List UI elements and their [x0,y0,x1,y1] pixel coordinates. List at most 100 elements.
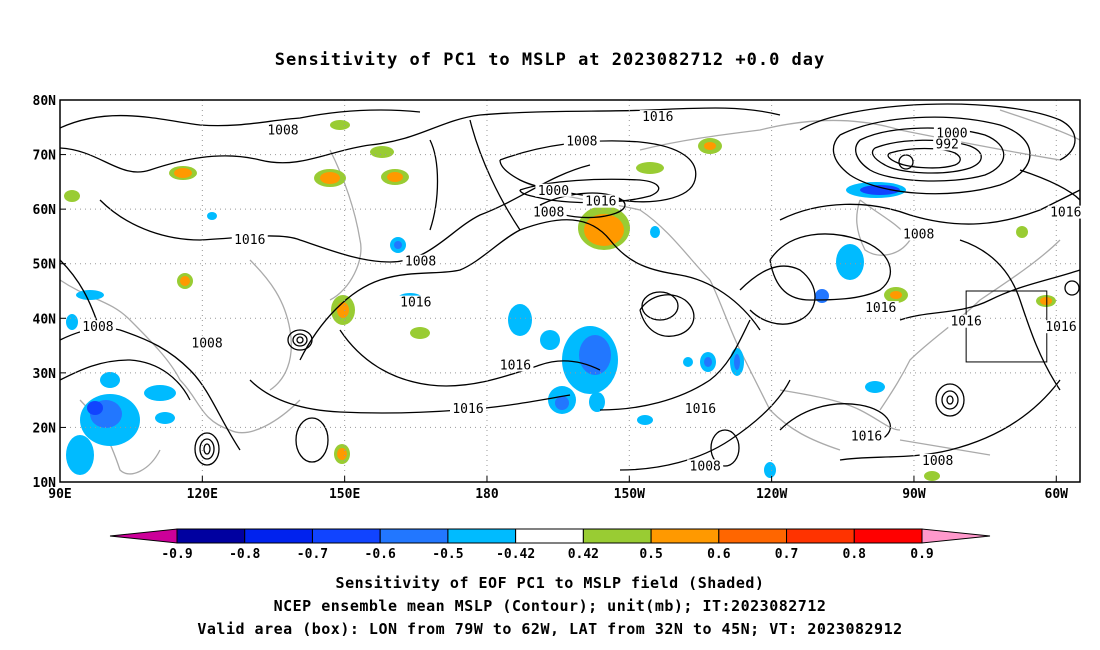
contour-line [539,192,626,219]
contour-label: 1008 [191,337,222,352]
colorbar-label: -0.42 [496,547,535,562]
shade-patch [683,357,693,367]
contour-label: 1016 [400,296,431,311]
contour-line [619,379,791,471]
contour-label-bg [582,194,619,208]
coast-canada-arctic [639,119,1061,161]
contour-label-bg [79,320,116,334]
shade-patch [66,314,78,330]
contour-line [641,291,679,321]
contour-label-bg [862,301,899,315]
colorbar-label: -0.7 [297,547,328,562]
contour-label: 992 [935,137,958,152]
contour-line [710,429,740,467]
contour-line [1064,280,1080,296]
colorbar-swatch [582,528,652,544]
shade-patch [860,185,900,195]
contour-label-bg [563,134,600,148]
shade-patch [589,392,605,412]
x-tick-label: 120W [756,487,787,502]
y-tick-label: 10N [33,476,57,491]
colorbar-label: 0.8 [843,547,867,562]
contour-label-bg [264,123,301,137]
shade-patch [508,304,532,336]
contour-line [899,269,1081,321]
contour-line [59,359,191,401]
contour-label: 1016 [865,301,896,316]
x-tick-label: 90E [48,487,71,502]
colorbar-label: -0.9 [161,547,192,562]
contour-label-bg [933,126,970,140]
shade-patch [540,330,560,350]
contour-label: 1016 [500,358,531,373]
contour-label: 1016 [1050,206,1081,221]
contour-label-bg [535,183,572,197]
shade-patch [1040,297,1052,305]
contour-line [287,329,313,351]
shade-patch [207,212,217,220]
contour-label: 1016 [234,233,265,248]
shade-patch [387,172,403,182]
colorbar-label: -0.5 [432,547,463,562]
contour-label-bg [682,402,719,416]
contour-line [296,336,304,344]
shade-patch [180,276,190,286]
map-frame-group: 1008101610081000992100010081016101610081… [33,94,1084,502]
contour-label-bg [933,137,962,151]
shade-patch [584,214,624,246]
contour-line [639,294,695,337]
contour-label: 1008 [566,135,597,150]
shade-patch [330,120,350,130]
shade-patch [144,385,176,401]
contour-line [499,140,697,203]
contour-label: 1008 [690,459,721,474]
contour-line [779,403,892,441]
colorbar-label: 0.42 [568,547,599,562]
contour-line [429,139,439,231]
y-tick-label: 60N [33,203,57,218]
colorbar-label: 0.5 [639,547,662,562]
x-tick-label: 150W [614,487,645,502]
contour-label-bg [530,205,567,219]
contour-line [832,116,1031,195]
shade-patch [155,412,175,424]
colorbar-swatch [244,528,313,544]
contour-line [203,443,211,455]
x-tick-label: 60W [1045,487,1069,502]
colorbar-label: 0.6 [707,547,731,562]
contour-line [941,390,959,410]
colorbar-low-arrow [109,528,178,544]
shade-patch [555,396,569,410]
sensitivity-map: 1008101610081000992100010081016101610081… [32,94,1084,562]
sensitivity-shading [64,120,1056,481]
contour-line [839,379,1061,461]
contour-label-bg [948,314,985,328]
contour-line [855,127,1005,182]
contour-label: 1008 [405,255,436,270]
lat-lon-grid [59,99,1080,483]
x-tick-label: 150E [329,487,360,502]
x-tick-label: 90W [902,487,926,502]
colorbar-label: 0.7 [775,547,798,562]
contour-label: 1016 [452,402,483,417]
contour-label-bg [402,254,439,268]
shade-patch [174,168,192,178]
caption-line-1: Sensitivity of EOF PC1 to MSLP field (Sh… [335,574,765,592]
contour-label: 1016 [642,110,673,125]
shade-patch [76,290,104,300]
contour-line [959,239,1061,391]
colorbar-label: 0.9 [910,547,933,562]
colorbar-swatch [176,528,246,544]
shade-patch [637,415,653,425]
axis-labels: 90E 120E 150E 180 150W 120W 90W 60W 10N 20N 30N 40N… [33,94,1069,502]
coast-gulf [779,389,901,431]
contour-line [59,109,421,129]
contour-label-bg [397,295,434,309]
shade-patch [337,302,349,318]
colorbar-label: -0.8 [229,547,260,562]
contour-label: 1016 [851,429,882,444]
shade-patch [100,372,120,388]
contour-label: 1008 [533,206,564,221]
shade-patch [704,142,716,150]
contour-label-bg [848,429,885,443]
